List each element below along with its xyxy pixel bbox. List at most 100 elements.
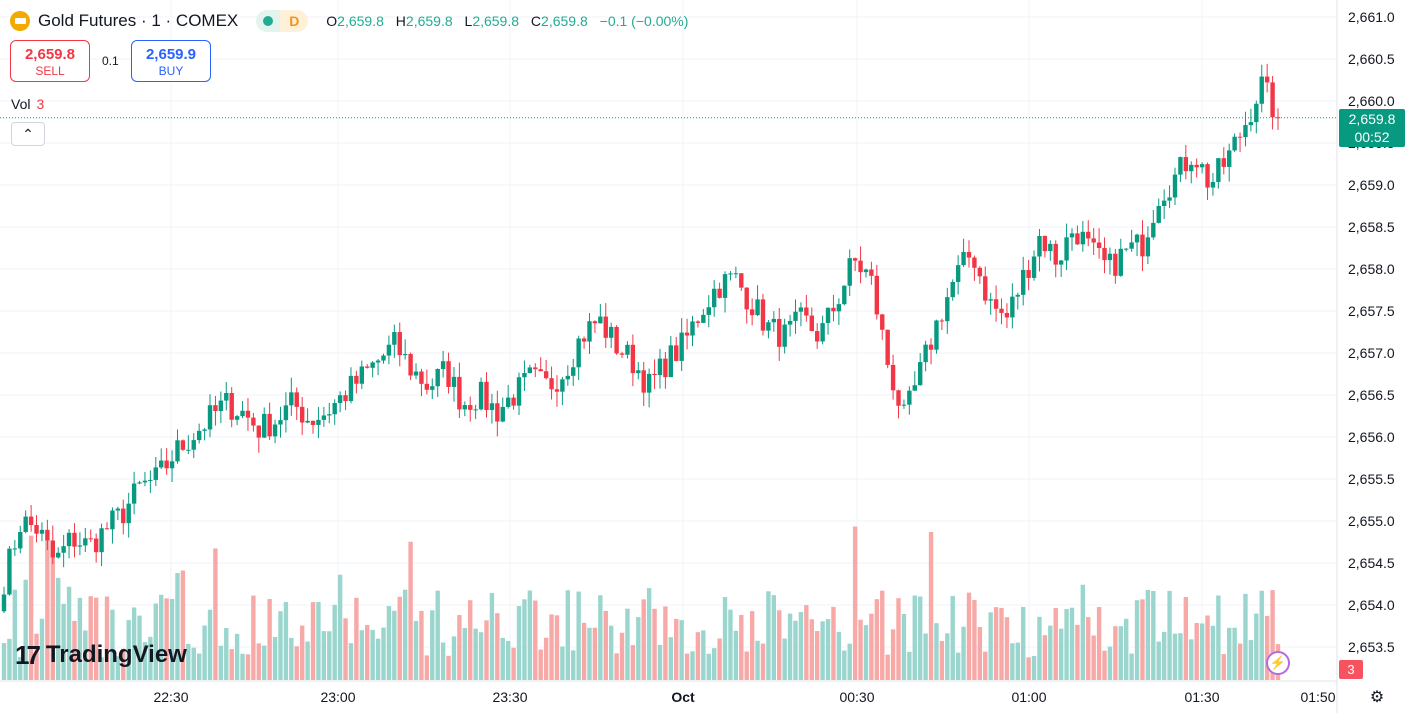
candle-body: [999, 308, 1004, 313]
candle-body: [440, 361, 446, 369]
volume-bar: [34, 633, 39, 680]
candle-body: [1075, 233, 1080, 245]
lightning-icon[interactable]: ⚡: [1266, 651, 1290, 675]
candle-body: [733, 273, 739, 275]
tradingview-logo[interactable]: 17 TradingView: [15, 640, 187, 670]
settings-gear-icon[interactable]: ⚙: [1369, 689, 1385, 706]
candle-body: [495, 403, 500, 422]
price-tick-label: 2,658.5: [1348, 219, 1395, 235]
volume-bar: [375, 638, 381, 680]
candle-body: [896, 390, 901, 406]
volume-bar: [1015, 642, 1020, 680]
volume-bar: [1096, 606, 1102, 680]
volume-bar: [218, 645, 224, 680]
candle-body: [365, 366, 370, 368]
volume-bar: [1264, 615, 1270, 680]
volume-bar: [23, 579, 28, 680]
volume-legend[interactable]: Vol 3: [11, 96, 44, 112]
volume-tag: 3: [1339, 660, 1363, 679]
candle-body: [1221, 158, 1226, 167]
sell-button[interactable]: 2,659.8 SELL: [10, 40, 90, 82]
volume-bar: [630, 645, 636, 680]
candle-body: [1069, 233, 1075, 238]
price-tick-label: 2,655.0: [1348, 513, 1395, 529]
candlestick-series: [1, 63, 1281, 614]
candle-body: [755, 299, 760, 316]
price-tick-label: 2,657.5: [1348, 303, 1395, 319]
symbol-header: Gold Futures · 1 · COMEX D O2,659.8 H2,6…: [10, 9, 688, 33]
price-tick-label: 2,654.0: [1348, 597, 1395, 613]
candle-body: [522, 372, 527, 378]
buy-button[interactable]: 2,659.9 BUY: [131, 40, 211, 82]
volume-bar: [1058, 628, 1064, 680]
candle-body: [1145, 237, 1151, 257]
candle-body: [299, 406, 305, 423]
collapse-legend-button[interactable]: ⌃: [11, 122, 45, 146]
candle-body: [787, 320, 793, 325]
candle-body: [77, 545, 83, 547]
volume-bar: [365, 624, 370, 680]
candle-body: [430, 386, 435, 390]
candle-body: [72, 532, 77, 547]
candle-body: [1151, 222, 1156, 238]
candle-body: [858, 260, 863, 273]
candle-body: [316, 419, 321, 425]
volume-bar: [321, 631, 327, 680]
candle-body: [278, 420, 283, 425]
candle-body: [880, 314, 885, 330]
candle-body: [1037, 235, 1042, 257]
candle-body: [234, 416, 240, 420]
volume-bar: [852, 526, 858, 680]
candle-body: [706, 307, 711, 315]
candle-body: [332, 403, 337, 415]
volume-bar: [99, 657, 104, 680]
volume-bar: [1042, 635, 1048, 680]
candle-body: [527, 367, 533, 373]
volume-bar: [755, 640, 760, 680]
candle-body: [1156, 205, 1161, 223]
volume-bar: [646, 588, 652, 680]
volume-bar: [928, 531, 934, 680]
buy-label: BUY: [158, 64, 184, 78]
candle-body: [457, 376, 462, 410]
candle-body: [359, 366, 365, 384]
volume-bar: [424, 655, 430, 680]
volume-bar: [88, 596, 93, 680]
candle-body: [1216, 158, 1221, 182]
grid-lines: [0, 0, 1338, 713]
candle-body: [45, 529, 50, 541]
candle-body: [993, 299, 999, 309]
candle-body: [1, 594, 7, 612]
volume-bar: [186, 643, 191, 680]
time-axis: 22:30 23:00 23:30 Oct 00:30 01:00 01:30 01:50: [153, 689, 1335, 705]
volume-bar: [267, 599, 272, 680]
candle-body: [39, 529, 45, 534]
volume-bar: [337, 574, 343, 680]
candle-body: [907, 390, 912, 405]
volume-bar: [717, 638, 722, 680]
volume-bar: [825, 619, 831, 680]
candle-body: [983, 276, 988, 301]
volume-bar: [413, 620, 419, 680]
candle-body: [939, 320, 945, 322]
market-status-pill[interactable]: D: [256, 10, 309, 32]
volume-bar: [381, 627, 386, 680]
price-tick-label: 2,661.0: [1348, 9, 1395, 25]
candle-body: [1243, 125, 1248, 138]
volume-bar: [972, 600, 977, 680]
candle-body: [28, 516, 34, 526]
candle-body: [961, 251, 966, 266]
volume-bar: [110, 609, 115, 680]
symbol-title[interactable]: Gold Futures · 1 · COMEX: [38, 11, 239, 30]
candle-body: [267, 413, 272, 437]
volume-bar: [896, 598, 901, 680]
candle-body: [901, 404, 907, 406]
candle-body: [1015, 294, 1020, 297]
price-tick-label: 2,656.0: [1348, 429, 1395, 445]
candle-body: [137, 482, 142, 484]
candle-body: [196, 430, 202, 441]
candle-body: [294, 392, 299, 407]
candle-body: [836, 304, 842, 312]
volume-bar: [1129, 653, 1134, 680]
